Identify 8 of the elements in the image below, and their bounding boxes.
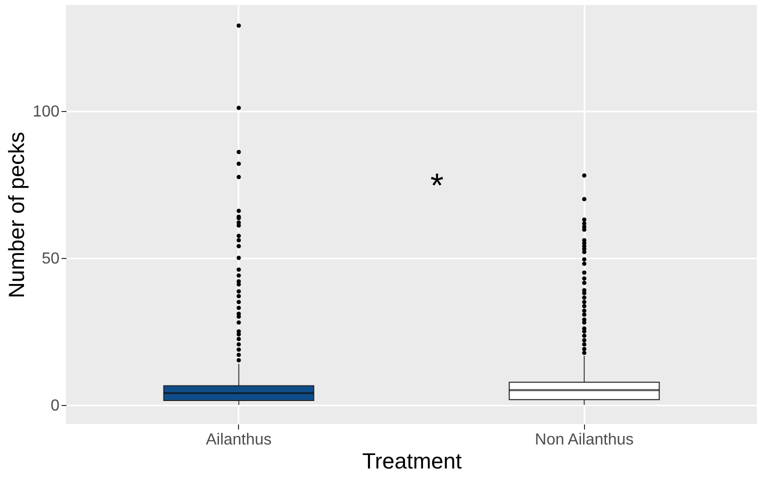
x-tick-label: Ailanthus: [206, 432, 272, 448]
y-axis-title: Number of pecks: [4, 132, 29, 298]
y-tick-label: 50: [42, 250, 60, 268]
y-tick-label: 100: [32, 103, 60, 120]
x-tick-label: Non Ailanthus: [534, 432, 634, 448]
y-tick-label: 0: [50, 397, 60, 414]
x-axis-title: Treatment: [362, 448, 462, 474]
annotation: *: [430, 167, 444, 205]
